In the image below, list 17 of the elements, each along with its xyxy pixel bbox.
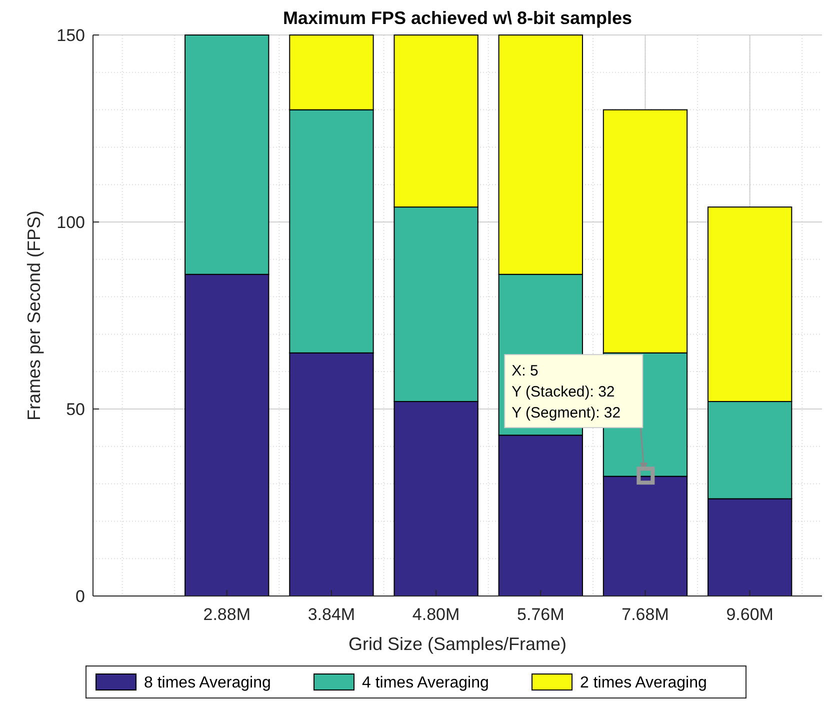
chart-title: Maximum FPS achieved w\ 8-bit samples: [282, 8, 632, 28]
y-tick-label: 150: [56, 26, 85, 45]
x-tick-label: 5.76M: [517, 605, 564, 624]
legend-label: 8 times Averaging: [144, 674, 271, 692]
x-tick-label: 4.80M: [412, 605, 460, 624]
y-axis-title: Frames per Second (FPS): [24, 210, 44, 421]
y-tick-label: 0: [76, 586, 85, 606]
x-tick-label: 9.60M: [726, 605, 774, 624]
x-axis-title: Grid Size (Samples/Frame): [348, 634, 567, 654]
legend-label: 4 times Averaging: [362, 674, 489, 692]
x-tick-label: 2.88M: [203, 605, 250, 624]
y-tick-label: 50: [66, 400, 85, 419]
x-tick-label: 3.84M: [308, 605, 356, 624]
x-tick-label: 7.68M: [622, 605, 669, 624]
y-tick-label: 100: [56, 212, 85, 232]
annotation: X: 5 Y (Stacked): 32 Y (Segment): 32: [512, 362, 621, 422]
legend-label: 2 times Averaging: [580, 674, 707, 692]
